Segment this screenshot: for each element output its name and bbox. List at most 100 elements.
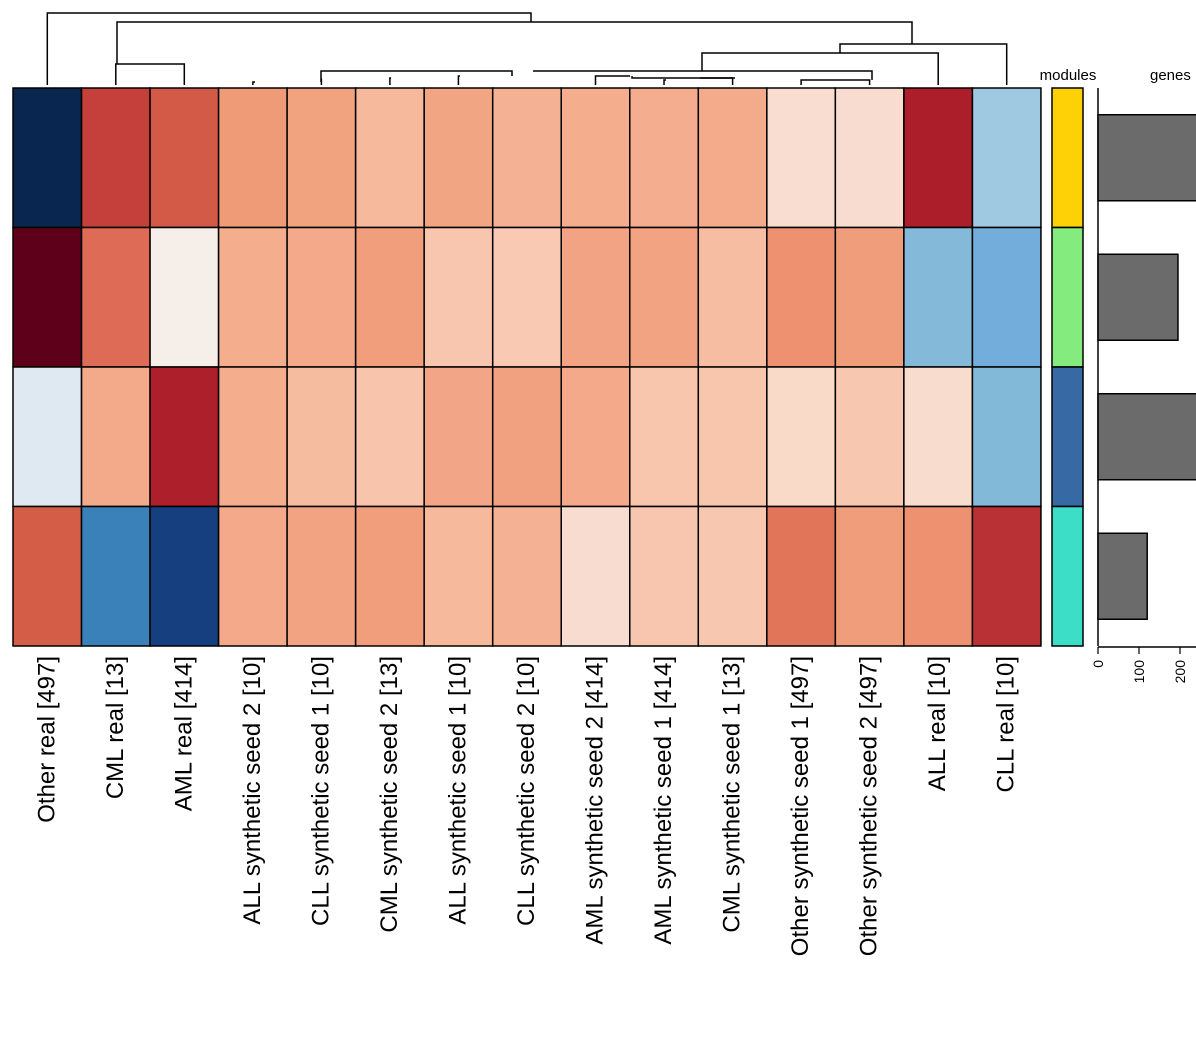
dendrogram-link [533,70,873,80]
heatmap-cell [766,87,837,229]
heatmap-cell [971,226,1042,368]
column-label: ALL synthetic seed 2 [10] [239,656,266,925]
heatmap-cell [80,505,151,647]
heatmap-cell [286,226,357,368]
heatmap-cell [766,505,837,647]
module-color-cell [1051,87,1084,229]
dendrogram-link [594,75,630,85]
heatmap-cell [971,366,1042,508]
heatmap-cell [423,87,494,229]
heatmap-cell [491,87,562,229]
heatmap-cell [149,366,220,508]
genes-label: genes [1150,67,1191,84]
genes-bar-annotation: 0 100 200 [1090,88,1196,683]
column-label: Other synthetic seed 2 [497] [856,656,883,956]
dendrogram-link [701,52,939,85]
genes-tick-label: 200 [1172,660,1188,684]
heatmap-cell [149,505,220,647]
heatmap-cell [629,226,700,368]
heatmap-cell [217,505,288,647]
heatmap-cell [834,87,905,229]
column-label: Other synthetic seed 1 [497] [787,656,814,956]
heatmap-cell [354,366,425,508]
dendrogram-link [700,77,734,85]
dendrogram-link [116,21,913,64]
heatmap-cell [903,87,974,229]
heatmap-cell [12,226,83,368]
genes-bar [1097,253,1179,341]
heatmap-cell [697,87,768,229]
heatmap-cell [423,505,494,647]
heatmap-cell [354,226,425,368]
genes-tick-label: 0 [1090,660,1106,668]
heatmap-cell [903,366,974,508]
module-color-cell [1051,366,1084,508]
heatmap-cell [560,366,631,508]
column-label: ALL real [10] [924,656,951,791]
heatmap-cell [354,87,425,229]
heatmap-cell [12,366,83,508]
heatmap-cell [80,226,151,368]
heatmap-cell [12,87,83,229]
module-color-cell [1051,505,1084,647]
heatmap-cell [697,505,768,647]
heatmap-cell [629,505,700,647]
heatmap-cell [286,505,357,647]
heatmap-cell [903,226,974,368]
heatmap-cell [560,505,631,647]
dendrogram-link [252,81,255,85]
column-labels: Other real [497] CML real [13] AML real [4… [33,656,1019,956]
heatmap-cell [766,366,837,508]
column-dendrogram [46,12,1008,85]
heatmap-cell [423,226,494,368]
heatmap-cell [834,366,905,508]
column-label: CLL synthetic seed 2 [10] [513,656,540,926]
heatmap-cell [217,87,288,229]
column-label: CLL real [10] [993,656,1020,793]
heatmap-cell [217,366,288,508]
heatmap-cell [217,226,288,368]
column-label: ALL synthetic seed 1 [10] [444,656,471,925]
heatmap-cell [286,87,357,229]
heatmap-cell [12,505,83,647]
column-label: CML synthetic seed 1 [13] [719,656,746,933]
dendrogram-link [115,63,186,85]
heatmap-cell [629,366,700,508]
column-label: AML synthetic seed 1 [414] [650,656,677,945]
heatmap-cell [697,366,768,508]
heatmap-cell [971,87,1042,229]
heatmap-cell [286,366,357,508]
heatmap-cell [560,87,631,229]
heatmap-cell [423,366,494,508]
heatmap-cell [766,226,837,368]
modules-label: modules [1040,67,1097,84]
dendrogram-link [457,75,460,85]
heatmap-cell [834,226,905,368]
column-label: AML real [414] [170,656,197,811]
heatmap-cell [629,87,700,229]
heatmap-cell [149,226,220,368]
genes-bar [1097,532,1148,620]
dendrogram-link [800,79,871,85]
column-label: CML real [13] [102,656,129,799]
genes-bar [1097,114,1196,202]
column-label: AML synthetic seed 2 [414] [582,656,609,945]
column-label: Other real [497] [33,656,60,823]
heatmap-grid [12,87,1042,647]
dendrogram-link [320,70,513,82]
genes-bar [1097,393,1196,481]
column-label: CML synthetic seed 2 [13] [376,656,403,933]
heatmap-cell [697,226,768,368]
heatmap-cell [149,87,220,229]
module-color-cell [1051,226,1084,368]
dendrogram-link [663,79,666,85]
heatmap-cell [560,226,631,368]
heatmap-cell [354,505,425,647]
heatmap-cell [491,226,562,368]
dendrogram-link [46,12,532,85]
heatmap-cell [903,505,974,647]
dendrogram-link [839,43,1008,85]
modules-annotation [1051,87,1084,647]
heatmap-cell [491,505,562,647]
